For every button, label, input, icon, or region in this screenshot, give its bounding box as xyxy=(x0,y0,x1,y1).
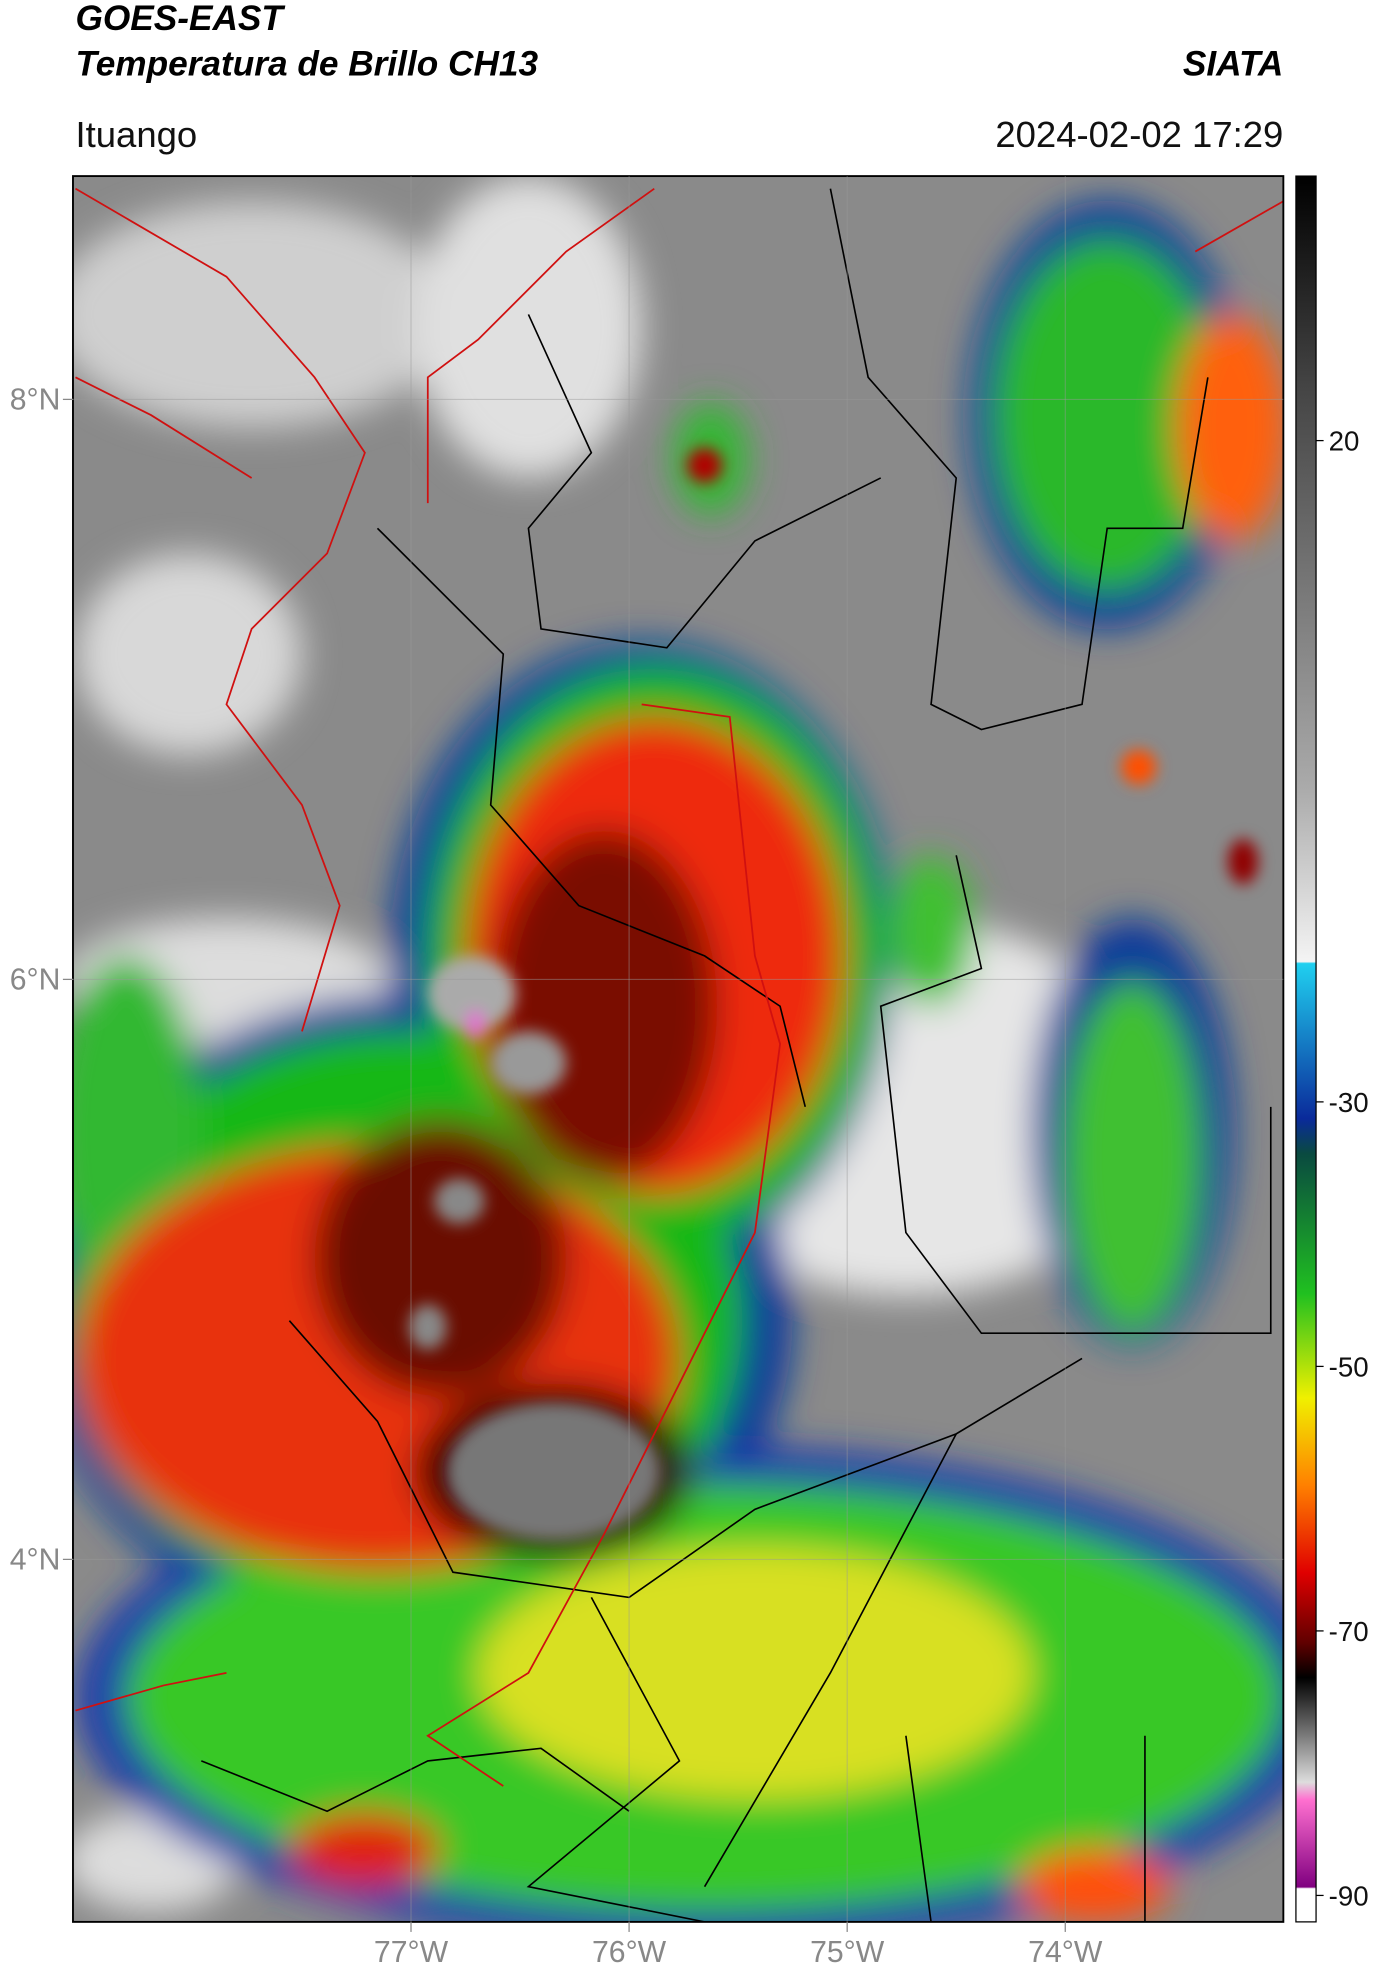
y-tick-label: 6°N xyxy=(10,963,61,996)
x-tick-label: 76°W xyxy=(592,1936,667,1969)
colorbar-tick-label: -50 xyxy=(1329,1351,1369,1382)
colorbar-tick-label: -70 xyxy=(1329,1616,1369,1647)
country-borders xyxy=(75,187,1284,1787)
source: SIATA xyxy=(1183,44,1283,83)
colorbar-tick-label: -30 xyxy=(1329,1087,1369,1118)
title: GOES-EAST xyxy=(75,0,285,38)
admin-borders xyxy=(201,188,1272,1922)
map-frame xyxy=(72,175,1285,1923)
x-tick-label: 75°W xyxy=(810,1936,885,1969)
x-tick-label: 77°W xyxy=(374,1936,449,1969)
colorbar-tick-label: -90 xyxy=(1329,1880,1369,1911)
x-tick-label: 74°W xyxy=(1028,1936,1103,1969)
y-tick-label: 8°N xyxy=(10,383,61,416)
subtitle: Temperatura de Brillo CH13 xyxy=(75,44,538,83)
satellite-image xyxy=(72,176,1284,1922)
colorbar-tick-label: 20 xyxy=(1329,426,1360,457)
location: Ituango xyxy=(75,114,197,155)
colorbar xyxy=(1295,175,1317,1923)
timestamp: 2024-02-02 17:29 xyxy=(995,114,1283,155)
y-tick-label: 4°N xyxy=(10,1543,61,1576)
